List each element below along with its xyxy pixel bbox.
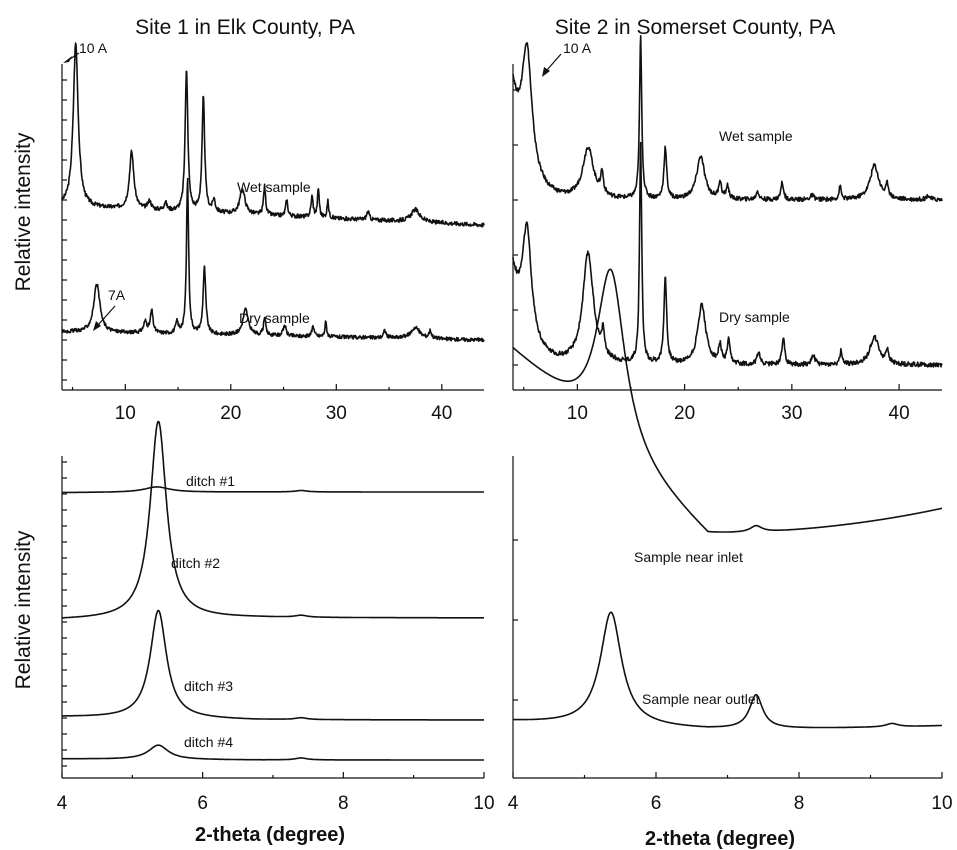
p3-annotation-ditch-3: ditch #3 [184,678,233,694]
p1-x-tick-label: 40 [431,403,452,424]
p2-annotation-dry: Dry sample [719,309,790,325]
panel-1-ylabel: Relative intensity [12,132,35,291]
p1-annotation-10a: 10 A [79,40,108,56]
p4-annotation-inlet: Sample near inlet [634,549,743,565]
panel-1-title: Site 1 in Elk County, PA [135,16,355,39]
p2-series-1-trace [512,34,943,203]
p3-x-tick-label: 4 [57,793,68,814]
p3-series-2-trace [61,420,485,619]
p2-annotation-wet: Wet sample [719,128,793,144]
p4-series-1-trace [512,268,943,533]
p3-annotation-ditch-4: ditch #4 [184,734,233,750]
p1-arrow-10a [69,52,80,60]
panel-site-1-xrd: 10 20 30 40 [61,42,485,424]
p4-series-2-trace [512,611,943,729]
p1-annotation-dry: Dry sample [239,310,310,326]
panel-3-ylabel: Relative intensity [12,530,35,689]
p1-arrowhead-7a [93,321,101,331]
panel-2-title: Site 2 in Somerset County, PA [555,16,836,39]
p2-x-tick-label: 10 [567,403,588,424]
p4-x-tick-label: 6 [651,793,662,814]
p1-x-tick-label: 30 [326,403,347,424]
p2-x-tick-label: 30 [781,403,802,424]
panel-site-2-low-angle: 4 6 8 10 [508,268,953,814]
p2-x-tick-label: 20 [674,403,695,424]
p4-x-tick-label: 8 [794,793,805,814]
p3-annotation-ditch-2: ditch #2 [171,555,220,571]
p3-series-3-trace [61,609,485,721]
p3-x-tick-label: 10 [473,793,494,814]
panel-4-xlabel: 2-theta (degree) [645,828,795,850]
p3-annotation-ditch-1: ditch #1 [186,473,235,489]
p4-x-tick-label: 10 [931,793,952,814]
p4-x-tick-label: 4 [508,793,519,814]
p1-annotation-7a: 7A [108,287,126,303]
p1-x-tick-label: 10 [115,403,136,424]
p1-arrow-7a [97,305,116,326]
p2-annotation-10a: 10 A [563,40,592,56]
p2-arrow-10a [546,53,562,71]
p4-annotation-outlet: Sample near outlet [642,691,760,707]
p3-x-tick-label: 6 [197,793,208,814]
p1-annotation-wet: Wet sample [237,179,311,195]
panel-site-2-xrd: 10 20 30 40 [512,34,943,424]
p3-x-tick-label: 8 [338,793,349,814]
p3-series-4-trace [61,744,485,761]
p1-series-1-trace [61,42,485,228]
p2-series-2-trace [512,141,943,368]
panel-site-1-low-angle: 4 6 8 10 [57,420,495,814]
p2-arrowhead-10a [542,67,550,77]
p2-x-tick-label: 40 [889,403,910,424]
p1-series-2-trace [61,177,485,343]
p1-arrowhead-10a [63,56,72,63]
p3-series-1-trace [61,486,485,494]
p1-x-tick-label: 20 [220,403,241,424]
panel-3-xlabel: 2-theta (degree) [195,824,345,846]
